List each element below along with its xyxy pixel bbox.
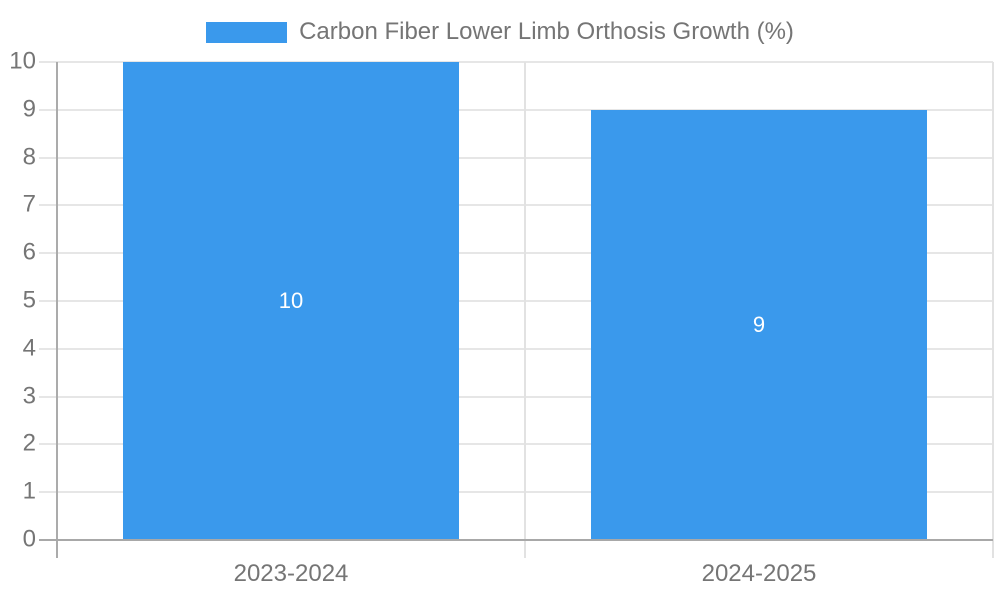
bar[interactable] — [590, 109, 928, 540]
legend[interactable]: Carbon Fiber Lower Limb Orthosis Growth … — [0, 18, 1000, 46]
y-gridline — [39, 156, 993, 159]
y-gridline — [39, 108, 993, 111]
y-axis-tick-label: 5 — [22, 286, 36, 314]
y-axis-tick-label: 0 — [22, 525, 36, 553]
x-gridline — [992, 62, 994, 558]
y-axis-tick-label: 3 — [22, 382, 36, 410]
y-axis-line — [56, 62, 58, 558]
y-gridline — [39, 539, 993, 541]
legend-label: Carbon Fiber Lower Limb Orthosis Growth … — [299, 18, 794, 45]
y-gridline — [39, 204, 993, 207]
x-gridline — [524, 62, 526, 558]
y-axis-tick-label: 8 — [22, 143, 36, 171]
bar-value-label: 9 — [752, 311, 766, 337]
y-gridline — [39, 61, 993, 63]
y-axis-tick-label: 4 — [22, 334, 36, 362]
y-gridline — [39, 347, 993, 350]
y-gridline — [39, 443, 993, 446]
x-axis-category-label: 2023-2024 — [233, 560, 349, 587]
y-gridline — [39, 300, 993, 302]
y-axis-tick-label: 2 — [22, 429, 36, 457]
bar-value-label: 10 — [278, 288, 304, 313]
y-gridline — [39, 491, 993, 494]
y-axis-tick-label: 1 — [22, 477, 36, 505]
bar[interactable] — [122, 62, 460, 540]
y-axis-tick-label: 9 — [22, 95, 36, 123]
y-axis-tick-label: 6 — [22, 238, 36, 266]
y-axis-tick-label: 10 — [9, 47, 36, 75]
x-axis-category-label: 2024-2025 — [701, 560, 817, 587]
y-axis-tick-label: 7 — [22, 190, 36, 218]
y-gridline — [39, 395, 993, 398]
legend-swatch — [206, 21, 288, 43]
y-gridline — [39, 252, 993, 255]
